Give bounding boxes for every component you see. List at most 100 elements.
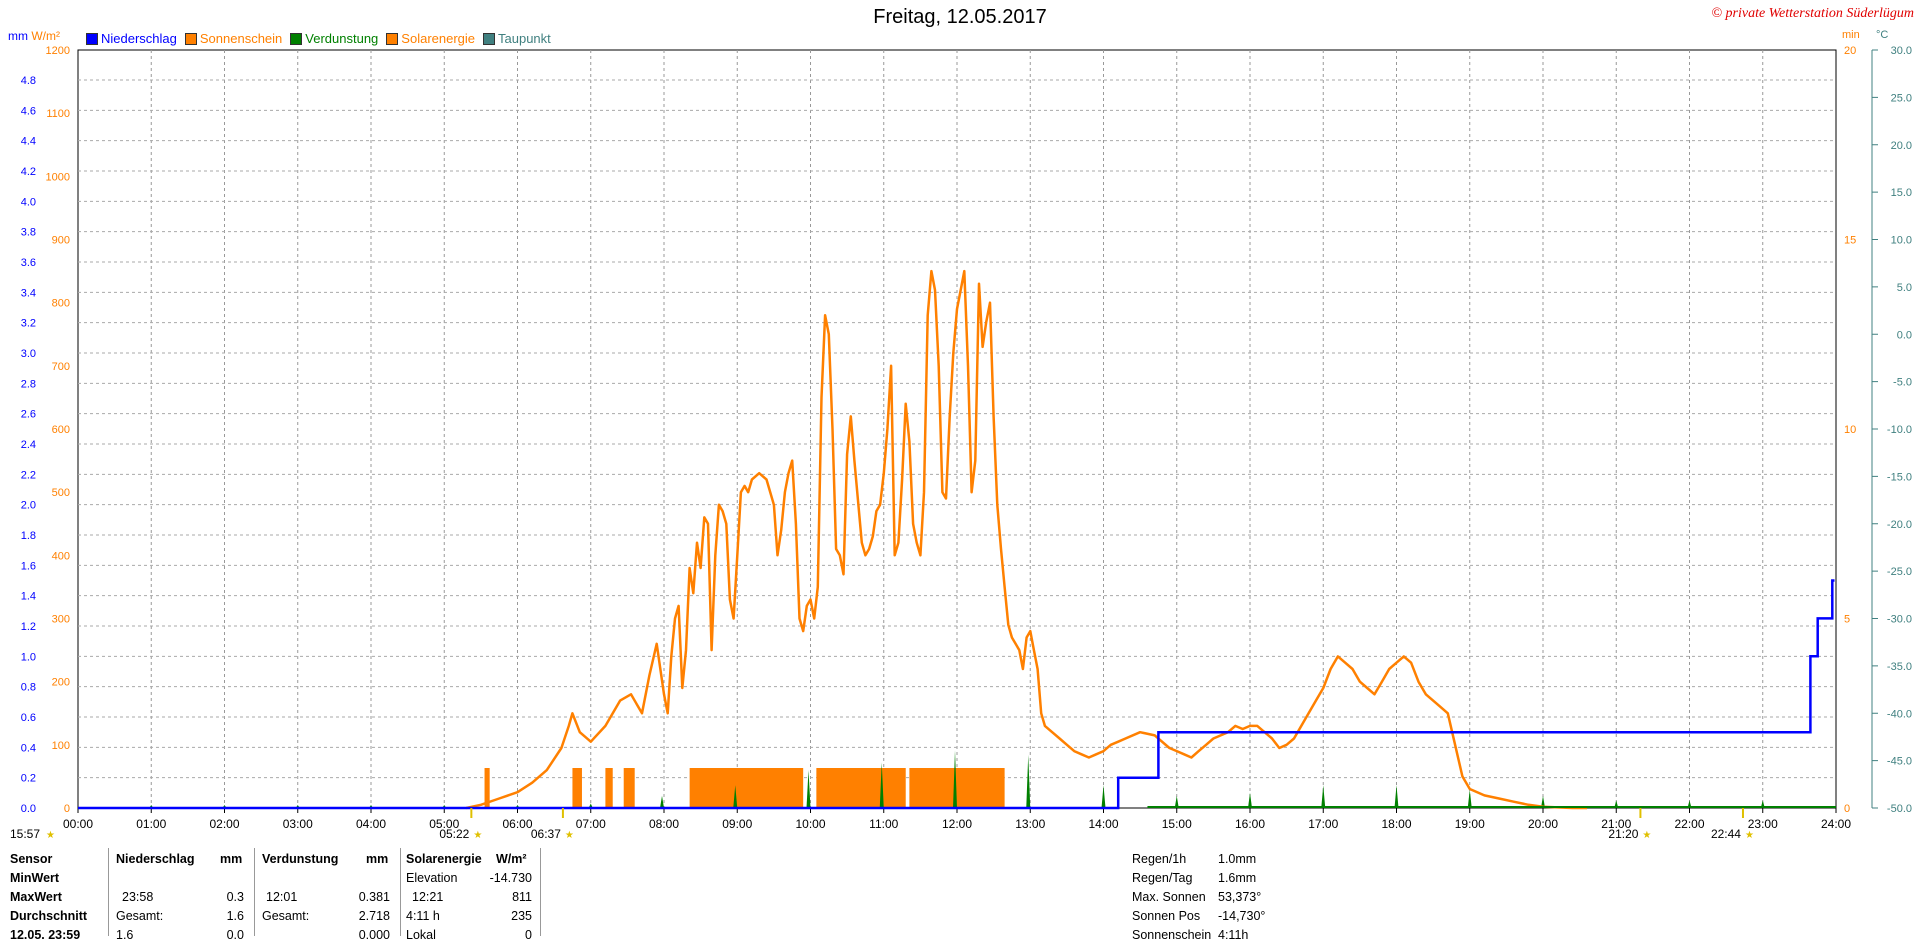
marker-label: 05:22 bbox=[439, 827, 469, 841]
marker-star: ★ bbox=[46, 830, 55, 841]
solar-max-value: 811 bbox=[512, 890, 532, 904]
marker-label: 21:20 bbox=[1608, 827, 1638, 841]
stat-right-value: -14,730° bbox=[1218, 909, 1266, 923]
evaporation-spike bbox=[1026, 754, 1031, 808]
marker-label: 15:57 bbox=[10, 827, 40, 841]
evaporation-spike bbox=[1394, 785, 1399, 808]
x-tick-label: 18:00 bbox=[1381, 817, 1411, 831]
evap-header: Verdunstung bbox=[262, 852, 339, 866]
solar-max-time: 12:21 bbox=[412, 890, 444, 904]
solar-tick-label: 500 bbox=[52, 487, 70, 499]
sunshine-bar bbox=[572, 768, 582, 808]
legend-swatch bbox=[184, 32, 197, 45]
sunshine-bar bbox=[484, 768, 490, 808]
temp-tick-label: -35.0 bbox=[1887, 661, 1912, 673]
evap-max-time: 12:01 bbox=[266, 890, 298, 904]
legend-item: Niederschlag bbox=[86, 31, 177, 46]
solar-tick-label: 600 bbox=[52, 424, 70, 436]
x-tick-label: 10:00 bbox=[795, 817, 825, 831]
rain-tick-label: 2.4 bbox=[21, 439, 36, 451]
rain-tick-label: 0.6 bbox=[21, 712, 36, 724]
marker-star: ★ bbox=[1745, 830, 1754, 841]
sunshine-tick-label: 20 bbox=[1844, 45, 1856, 57]
x-tick-label: 02:00 bbox=[209, 817, 239, 831]
rain-tick-label: 1.0 bbox=[21, 651, 36, 663]
min-label: MinWert bbox=[10, 871, 60, 885]
evaporation-spike bbox=[1174, 795, 1179, 808]
left-units: mm W/m² bbox=[8, 29, 60, 43]
rain-total-label: Gesamt: bbox=[116, 909, 164, 923]
copyright-label: © private Wetterstation Süderlügum bbox=[1711, 6, 1914, 21]
legend-label: Niederschlag bbox=[101, 31, 177, 46]
x-tick-label: 24:00 bbox=[1821, 817, 1851, 831]
legend-label: Solarenergie bbox=[401, 31, 476, 46]
stat-right-label: Sonnen Pos bbox=[1132, 909, 1201, 923]
temp-tick-label: -20.0 bbox=[1887, 519, 1912, 531]
rain-max-value: 0.3 bbox=[226, 890, 244, 904]
rain-unit: mm bbox=[220, 852, 243, 866]
stat-right-value: 53,373° bbox=[1218, 890, 1262, 904]
solar-tick-label: 800 bbox=[52, 298, 70, 310]
x-tick-label: 04:00 bbox=[356, 817, 386, 831]
temp-tick-label: -40.0 bbox=[1887, 708, 1912, 720]
stat-right-label: Regen/Tag bbox=[1132, 871, 1193, 885]
x-tick-label: 00:00 bbox=[63, 817, 93, 831]
evaporation-spike bbox=[1248, 792, 1252, 808]
x-tick-label: 01:00 bbox=[136, 817, 166, 831]
rain-tick-label: 2.0 bbox=[21, 500, 36, 512]
rain-header: Niederschlag bbox=[116, 852, 195, 866]
evap-max-value: 0.381 bbox=[358, 890, 390, 904]
temp-tick-label: 0.0 bbox=[1897, 329, 1912, 341]
solar-cut-b: 0 bbox=[525, 928, 532, 942]
temp-tick-label: -25.0 bbox=[1887, 566, 1912, 578]
x-tick-label: 21:00 bbox=[1601, 817, 1631, 831]
rain-tick-label: 3.6 bbox=[21, 257, 36, 269]
evaporation-spike bbox=[1101, 785, 1106, 808]
evaporation-spike bbox=[806, 770, 811, 808]
sunshine-bar bbox=[816, 768, 906, 808]
stats-divider bbox=[540, 848, 541, 936]
temp-tick-label: -10.0 bbox=[1887, 424, 1912, 436]
evaporation-spike bbox=[879, 762, 884, 808]
rain-tick-label: 2.6 bbox=[21, 409, 36, 421]
rain-tick-label: 4.0 bbox=[21, 196, 36, 208]
solar-cut-a: Lokal bbox=[406, 928, 436, 942]
solar-tick-label: 700 bbox=[52, 361, 70, 373]
sunshine-bar bbox=[623, 768, 635, 808]
marker-star: ★ bbox=[565, 830, 574, 841]
legend-swatch bbox=[86, 32, 98, 45]
solar-tick-label: 1200 bbox=[46, 45, 70, 57]
solar-tick-label: 400 bbox=[52, 550, 70, 562]
temp-tick-label: 10.0 bbox=[1891, 235, 1912, 247]
x-tick-label: 05:00 bbox=[429, 817, 459, 831]
sunshine-tick-label: 15 bbox=[1844, 235, 1856, 247]
temp-tick-label: 5.0 bbox=[1897, 282, 1912, 294]
legend-swatch bbox=[483, 32, 496, 45]
x-tick-label: 08:00 bbox=[649, 817, 679, 831]
x-tick-label: 17:00 bbox=[1308, 817, 1338, 831]
rain-tick-label: 2.2 bbox=[21, 469, 36, 481]
rain-max-time: 23:58 bbox=[122, 890, 154, 904]
avg-label: Durchschnitt bbox=[10, 909, 88, 923]
marker-star: ★ bbox=[1642, 830, 1651, 841]
x-tick-label: 14:00 bbox=[1088, 817, 1118, 831]
stat-right-value: 4:11h bbox=[1218, 928, 1249, 942]
max-label: MaxWert bbox=[10, 890, 62, 904]
temp-tick-label: -30.0 bbox=[1887, 614, 1912, 626]
unit-mm: mm bbox=[8, 29, 28, 43]
stat-right-label: Max. Sonnen bbox=[1132, 890, 1206, 904]
x-tick-label: 11:00 bbox=[869, 817, 898, 831]
sunshine-bar bbox=[909, 768, 1005, 808]
solar-duration: 4:11 h bbox=[406, 909, 440, 923]
solar-elev-label: Elevation bbox=[406, 871, 458, 885]
rain-tick-label: 1.2 bbox=[21, 621, 36, 633]
evap-cut-value: 0.000 bbox=[358, 928, 390, 942]
sunshine-bar bbox=[689, 768, 804, 808]
evaporation-spike bbox=[1321, 785, 1326, 808]
rain-tick-label: 4.8 bbox=[21, 75, 36, 87]
x-tick-label: 12:00 bbox=[942, 817, 972, 831]
x-tick-label: 03:00 bbox=[283, 817, 313, 831]
solar-tick-label: 1100 bbox=[46, 108, 70, 120]
rain-tick-label: 0.8 bbox=[21, 682, 36, 694]
rain-cut-b: 0.0 bbox=[226, 928, 244, 942]
